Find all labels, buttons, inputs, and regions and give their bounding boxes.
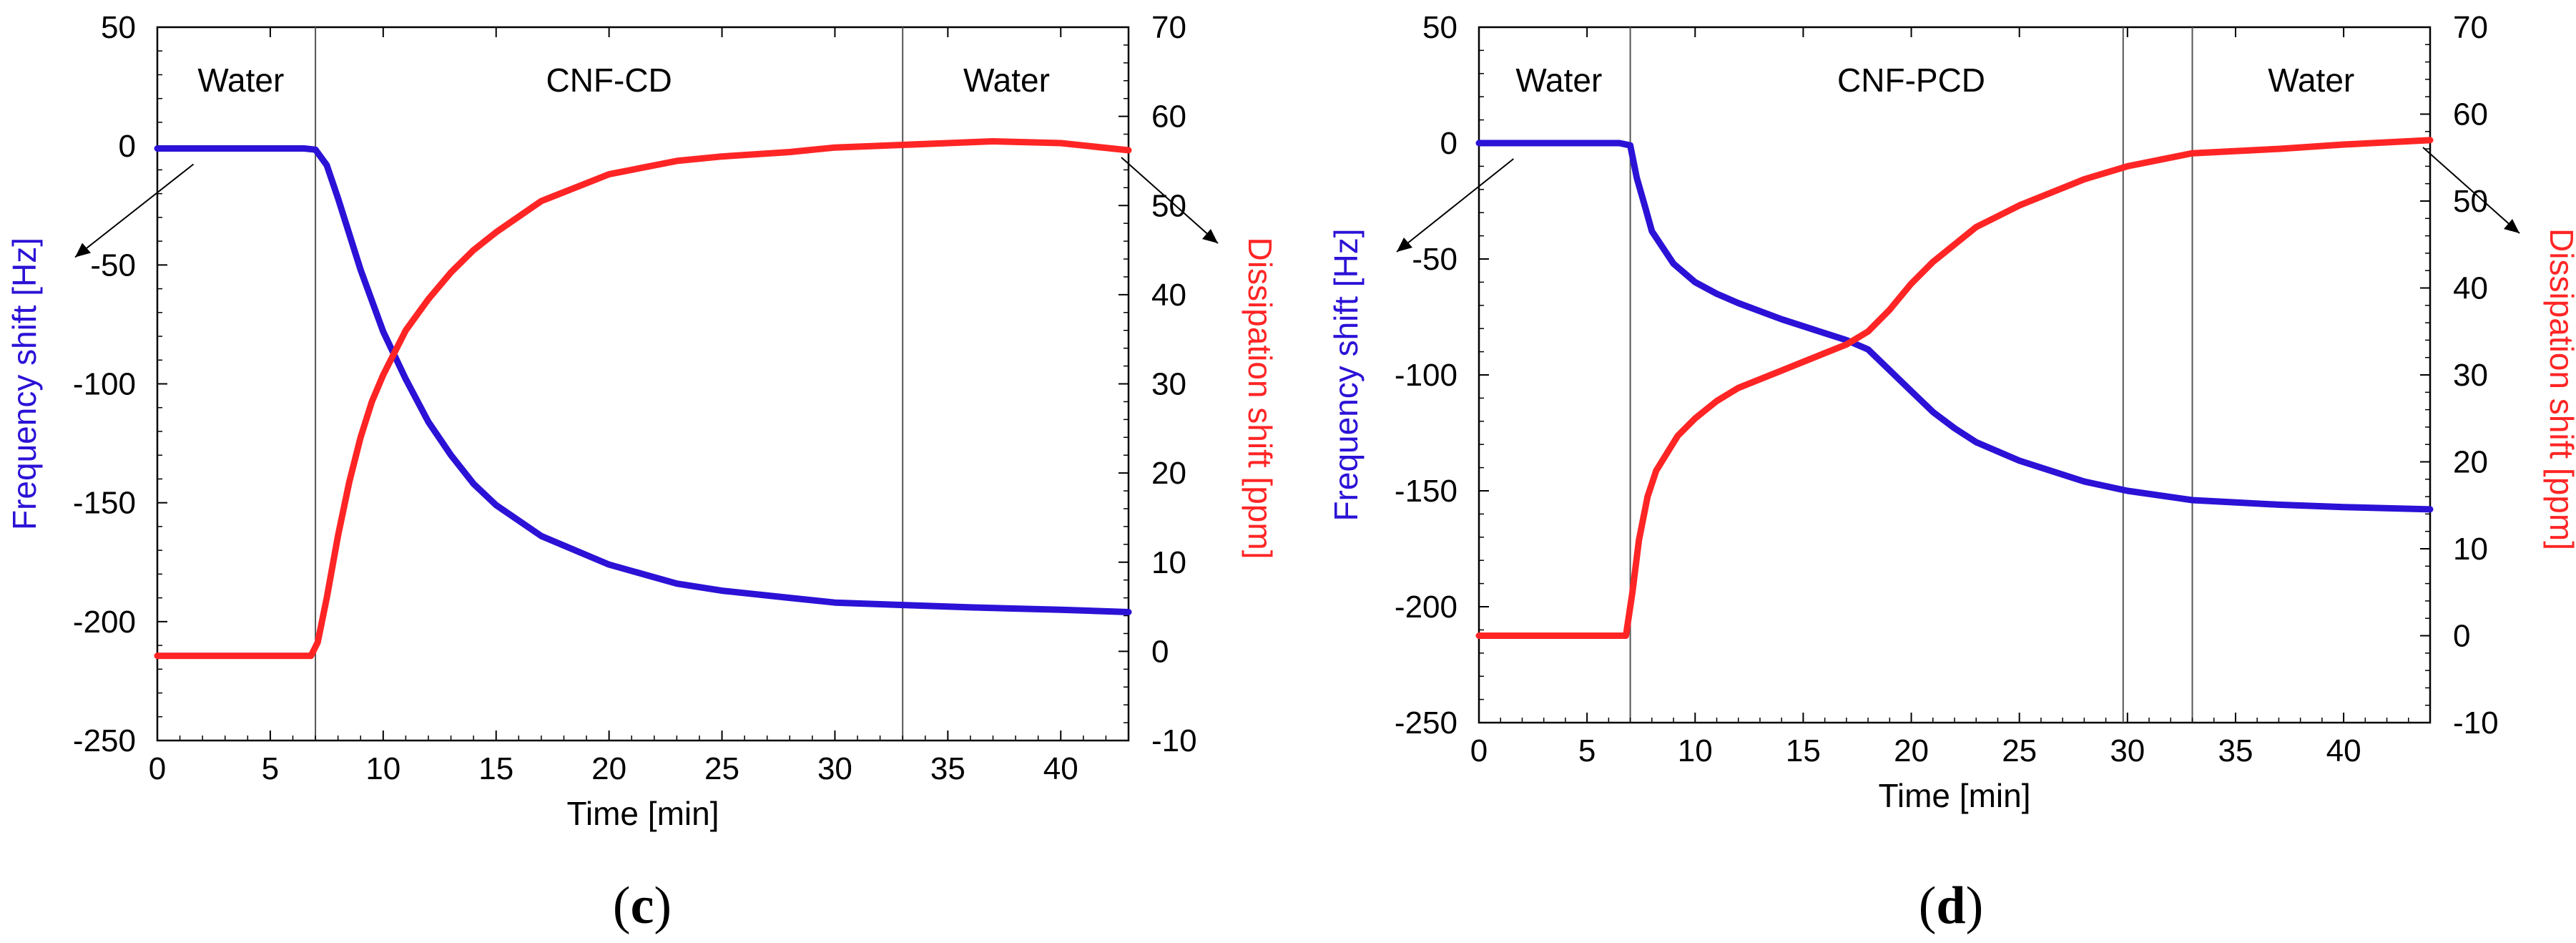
x-tick-label: 35 bbox=[2218, 733, 2253, 768]
dissipation-shift-line bbox=[154, 138, 1132, 660]
x-tick-label: 40 bbox=[1043, 751, 1078, 786]
x-tick-label: 20 bbox=[591, 751, 626, 786]
x-tick-label: 25 bbox=[2002, 733, 2037, 768]
plot-frame bbox=[1478, 26, 2432, 724]
y-right-tick-label: 0 bbox=[2453, 619, 2470, 654]
x-tick-label: 0 bbox=[1470, 733, 1488, 768]
y-right-tick-label: 70 bbox=[2453, 10, 2488, 45]
y-right-tick-label: 10 bbox=[2453, 532, 2488, 567]
x-axis-title: Time [min] bbox=[567, 795, 719, 832]
arrow-to-left-axis bbox=[74, 163, 195, 258]
y-left-tick-label: -50 bbox=[1412, 242, 1457, 277]
region-label: Water bbox=[2268, 62, 2354, 99]
y-right-tick-label: 30 bbox=[1151, 367, 1186, 402]
y-left-tick-label: 50 bbox=[101, 10, 136, 45]
frequency-shift-line bbox=[1475, 140, 2434, 513]
y-left-tick-label: -100 bbox=[73, 367, 136, 402]
x-tick-label: 10 bbox=[1678, 733, 1713, 768]
caption-letter: c bbox=[631, 876, 654, 935]
arrowhead-right bbox=[2504, 218, 2520, 233]
y-right-axis-title: Dissipation shift [ppm] bbox=[1242, 238, 1279, 560]
y-left-tick-label: -200 bbox=[73, 605, 136, 640]
x-tick-label: 40 bbox=[2326, 733, 2361, 768]
x-tick-label: 10 bbox=[365, 751, 400, 786]
y-right-tick-label: 30 bbox=[2453, 358, 2488, 393]
y-left-tick-label: -150 bbox=[73, 486, 136, 521]
caption-close: ) bbox=[654, 876, 672, 935]
y-left-tick-label: -100 bbox=[1395, 358, 1457, 393]
chart-panel-c: 0 5 10 15 20 25 30 35 40500-50-100-150-200-25070… bbox=[6, 10, 1279, 935]
plot-frame bbox=[156, 26, 1130, 742]
arrowhead-right bbox=[1202, 228, 1218, 243]
arrow-to-right-axis bbox=[1121, 157, 1219, 244]
caption-letter: d bbox=[1936, 876, 1965, 935]
x-tick-label: 30 bbox=[817, 751, 852, 786]
x-tick-label: 20 bbox=[1894, 733, 1929, 768]
caption-open: ( bbox=[1919, 876, 1937, 935]
region-label: CNF-CD bbox=[546, 62, 672, 99]
y-left-tick-label: 0 bbox=[119, 129, 136, 164]
y-right-axis-title: Dissipation shift [ppm] bbox=[2543, 228, 2576, 550]
dissipation-shift-line bbox=[1475, 137, 2434, 639]
y-right-tick-label: 60 bbox=[1151, 99, 1186, 135]
region-label: CNF-PCD bbox=[1837, 62, 1985, 99]
y-right-tick-label: 10 bbox=[1151, 545, 1186, 580]
y-left-tick-label: -250 bbox=[1395, 705, 1457, 741]
region-label: Water bbox=[1515, 62, 1602, 99]
x-tick-label: 30 bbox=[2110, 733, 2145, 768]
x-axis-title: Time [min] bbox=[1879, 777, 2031, 814]
y-right-tick-label: 70 bbox=[1151, 10, 1186, 45]
y-right-tick-label: 40 bbox=[1151, 278, 1186, 313]
y-right-tick-label: 60 bbox=[2453, 97, 2488, 132]
caption-open: ( bbox=[613, 876, 631, 935]
y-left-axis-title: Frequency shift [Hz] bbox=[1327, 228, 1365, 521]
y-left-tick-label: -200 bbox=[1395, 590, 1457, 625]
y-left-axis-title: Frequency shift [Hz] bbox=[6, 238, 43, 530]
panel-caption: (d) bbox=[1919, 876, 1983, 935]
y-left-tick-label: -250 bbox=[73, 723, 136, 758]
x-tick-label: 15 bbox=[1786, 733, 1821, 768]
y-right-tick-label: 20 bbox=[1151, 456, 1186, 491]
y-left-tick-label: -50 bbox=[90, 248, 136, 283]
x-tick-label: 25 bbox=[704, 751, 739, 786]
x-tick-label: 5 bbox=[1578, 733, 1596, 768]
region-label: Water bbox=[197, 62, 284, 99]
y-right-tick-label: 40 bbox=[2453, 271, 2488, 306]
y-right-tick-label: 50 bbox=[1151, 188, 1186, 223]
x-tick-label: 15 bbox=[478, 751, 513, 786]
y-left-tick-label: 50 bbox=[1422, 10, 1457, 45]
frequency-shift-line bbox=[154, 145, 1132, 615]
y-left-tick-label: -150 bbox=[1395, 474, 1457, 509]
arrow-to-left-axis bbox=[1396, 158, 1514, 253]
x-tick-label: 5 bbox=[262, 751, 279, 786]
y-right-tick-label: -10 bbox=[1151, 723, 1197, 758]
x-tick-label: 35 bbox=[930, 751, 965, 786]
arrowhead-left bbox=[1397, 238, 1412, 252]
caption-close: ) bbox=[1966, 876, 1984, 935]
y-left-tick-label: 0 bbox=[1440, 126, 1457, 161]
arrow-to-right-axis bbox=[2422, 147, 2520, 234]
region-label: Water bbox=[963, 62, 1050, 99]
y-right-tick-label: 20 bbox=[2453, 445, 2488, 480]
arrowhead-left bbox=[75, 243, 91, 258]
y-right-tick-label: -10 bbox=[2453, 705, 2499, 741]
panel-caption: (c) bbox=[613, 876, 672, 935]
y-right-tick-label: 0 bbox=[1151, 634, 1169, 669]
x-tick-label: 0 bbox=[149, 751, 166, 786]
chart-panel-d: 0 5 10 15 20 25 30 35 40500-50-100-150-200-25070… bbox=[1327, 10, 2576, 935]
